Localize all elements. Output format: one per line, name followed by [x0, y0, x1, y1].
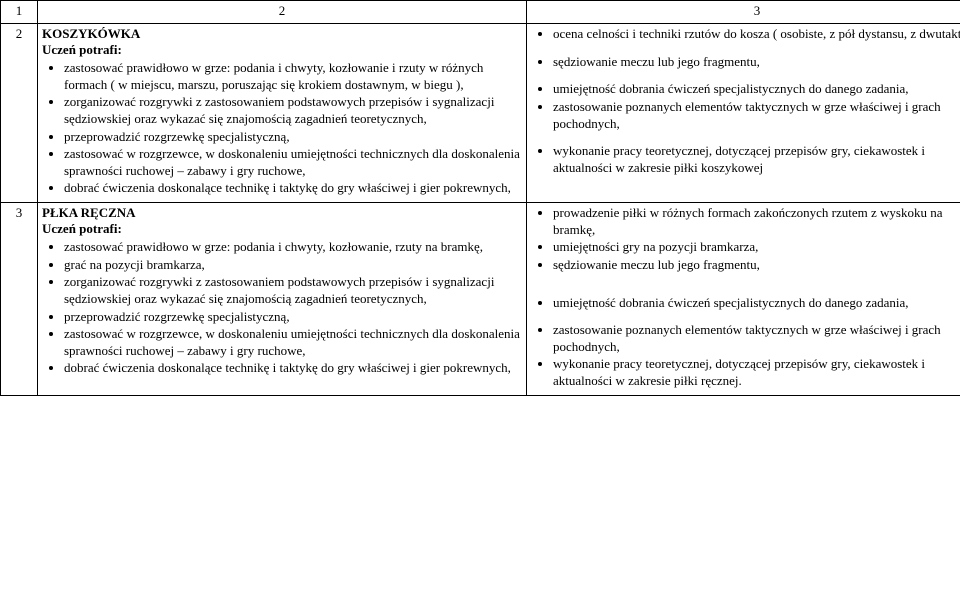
list-item: zastosować w rozgrzewce, w doskonaleniu …	[64, 326, 522, 359]
right-list: umiejętność dobrania ćwiczeń specjalisty…	[553, 295, 960, 312]
section-title: KOSZYKÓWKA	[42, 26, 522, 42]
gap	[531, 275, 960, 285]
left-list: zastosować prawidłowo w grze: podania i …	[64, 239, 522, 377]
list-item: prowadzenie piłki w różnych formach zako…	[553, 205, 960, 238]
right-list: sędziowanie meczu lub jego fragmentu,	[553, 54, 960, 71]
right-list: prowadzenie piłki w różnych formach zako…	[553, 205, 960, 274]
row-number: 2	[1, 24, 38, 203]
gap	[531, 44, 960, 54]
list-item: wykonanie pracy teoretycznej, dotyczącej…	[553, 143, 960, 176]
header-row: 1 2 3	[1, 1, 960, 24]
section-subtitle: Uczeń potrafi:	[42, 221, 522, 237]
list-item: zastosowanie poznanych elementów taktycz…	[553, 322, 960, 355]
left-list: zastosować prawidłowo w grze: podania i …	[64, 60, 522, 197]
list-item: zastosowanie poznanych elementów taktycz…	[553, 99, 960, 132]
gap	[531, 71, 960, 81]
list-item: przeprowadzić rozgrzewkę specjalistyczną…	[64, 309, 522, 326]
row-left-cell: PŁKA RĘCZNA Uczeń potrafi: zastosować pr…	[38, 203, 527, 396]
gap	[531, 133, 960, 143]
right-list: ocena celności i techniki rzutów do kosz…	[553, 26, 960, 43]
list-item: zastosować prawidłowo w grze: podania i …	[64, 239, 522, 256]
list-item: sędziowanie meczu lub jego fragmentu,	[553, 257, 960, 274]
list-item: dobrać ćwiczenia doskonalące technikę i …	[64, 360, 522, 377]
list-item: zastosować w rozgrzewce, w doskonaleniu …	[64, 146, 522, 179]
list-item: umiejętności gry na pozycji bramkarza,	[553, 239, 960, 256]
curriculum-table: 1 2 3 2 KOSZYKÓWKA Uczeń potrafi: zastos…	[0, 0, 960, 396]
list-item: sędziowanie meczu lub jego fragmentu,	[553, 54, 960, 71]
list-item: grać na pozycji bramkarza,	[64, 257, 522, 274]
header-col-1: 1	[1, 1, 38, 24]
row-number: 3	[1, 203, 38, 396]
list-item: przeprowadzić rozgrzewkę specjalistyczną…	[64, 129, 522, 146]
list-item: umiejętność dobrania ćwiczeń specjalisty…	[553, 295, 960, 312]
right-list: umiejętność dobrania ćwiczeń specjalisty…	[553, 81, 960, 132]
table-row: 3 PŁKA RĘCZNA Uczeń potrafi: zastosować …	[1, 203, 960, 396]
list-item: umiejętność dobrania ćwiczeń specjalisty…	[553, 81, 960, 98]
row-right-cell: ocena celności i techniki rzutów do kosz…	[527, 24, 960, 203]
table-row: 2 KOSZYKÓWKA Uczeń potrafi: zastosować p…	[1, 24, 960, 203]
right-list: zastosowanie poznanych elementów taktycz…	[553, 322, 960, 390]
header-col-2: 2	[38, 1, 527, 24]
list-item: dobrać ćwiczenia doskonalące technikę i …	[64, 180, 522, 197]
row-left-cell: KOSZYKÓWKA Uczeń potrafi: zastosować pra…	[38, 24, 527, 203]
list-item: wykonanie pracy teoretycznej, dotyczącej…	[553, 356, 960, 389]
right-list: wykonanie pracy teoretycznej, dotyczącej…	[553, 143, 960, 176]
section-subtitle: Uczeń potrafi:	[42, 42, 522, 58]
section-title: PŁKA RĘCZNA	[42, 205, 522, 221]
gap	[531, 285, 960, 295]
gap	[531, 312, 960, 322]
row-right-cell: prowadzenie piłki w różnych formach zako…	[527, 203, 960, 396]
header-col-3: 3	[527, 1, 960, 24]
list-item: zastosować prawidłowo w grze: podania i …	[64, 60, 522, 93]
list-item: ocena celności i techniki rzutów do kosz…	[553, 26, 960, 43]
list-item: zorganizować rozgrywki z zastosowaniem p…	[64, 274, 522, 307]
list-item: zorganizować rozgrywki z zastosowaniem p…	[64, 94, 522, 127]
